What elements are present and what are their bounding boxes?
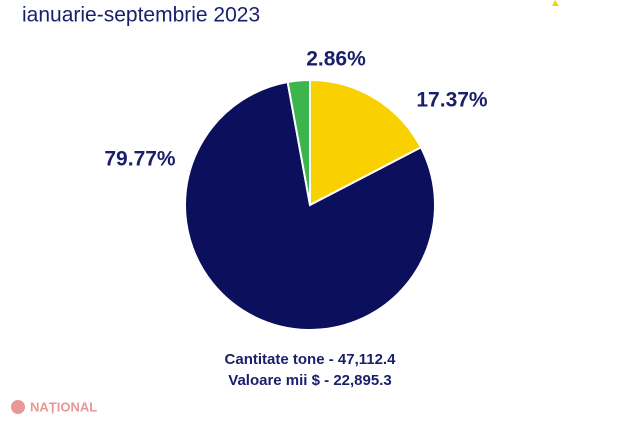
slice-label: 2.86% xyxy=(306,48,366,71)
chart-title: ianuarie-septembrie 2023 xyxy=(22,4,260,27)
slice-label: 79.77% xyxy=(104,148,176,171)
pie-slice xyxy=(184,80,436,331)
note: Cantitate tone - 47,112.4 xyxy=(225,351,397,368)
note: Valoare mii $ - 22,895.3 xyxy=(228,372,391,389)
pie-slice xyxy=(286,78,311,206)
pie-slice xyxy=(309,78,423,207)
star-icon xyxy=(552,0,559,6)
watermark: NAȚIONAL xyxy=(30,399,97,414)
slice-label: 17.37% xyxy=(416,89,488,112)
watermark-icon xyxy=(11,400,25,414)
